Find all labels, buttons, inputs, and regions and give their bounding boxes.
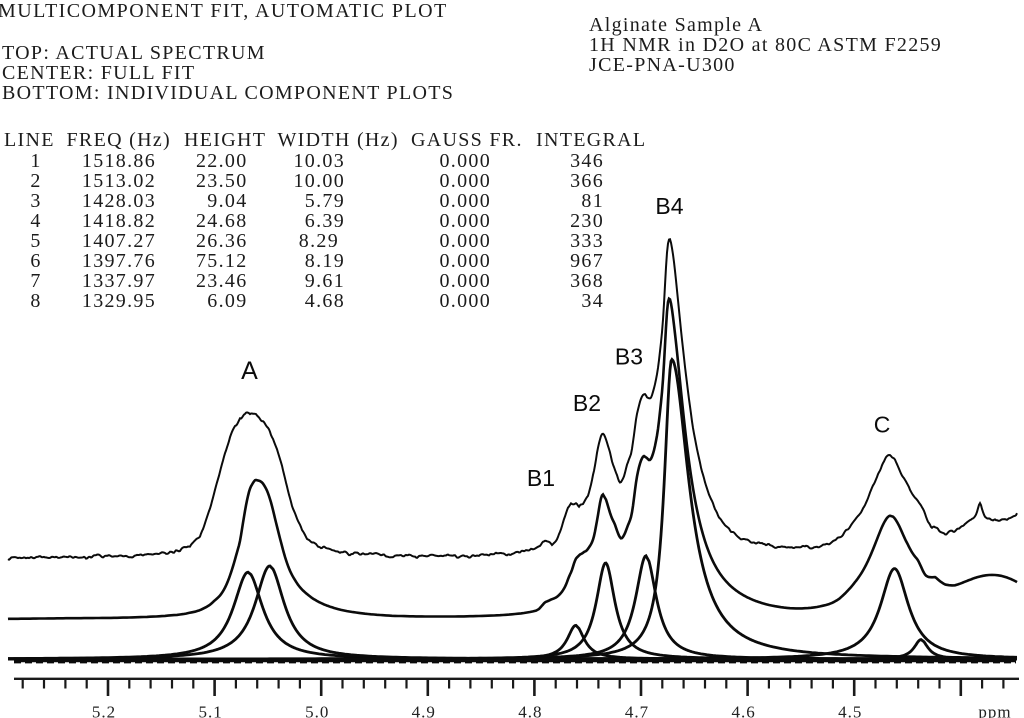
svg-text:4.7: 4.7 xyxy=(625,703,649,718)
svg-text:ppm: ppm xyxy=(978,703,1011,718)
svg-text:5.0: 5.0 xyxy=(305,703,329,718)
svg-text:5.1: 5.1 xyxy=(198,703,222,718)
svg-text:B2: B2 xyxy=(573,390,601,416)
svg-text:4.9: 4.9 xyxy=(412,703,436,718)
svg-text:C: C xyxy=(874,412,891,438)
svg-text:A: A xyxy=(241,357,258,385)
svg-text:4.5: 4.5 xyxy=(838,703,862,718)
svg-text:B4: B4 xyxy=(655,193,683,219)
svg-text:4.6: 4.6 xyxy=(731,703,755,718)
svg-text:4.8: 4.8 xyxy=(518,703,542,718)
svg-text:B1: B1 xyxy=(527,465,555,491)
svg-text:B3: B3 xyxy=(615,344,643,370)
svg-text:5.2: 5.2 xyxy=(92,703,116,718)
